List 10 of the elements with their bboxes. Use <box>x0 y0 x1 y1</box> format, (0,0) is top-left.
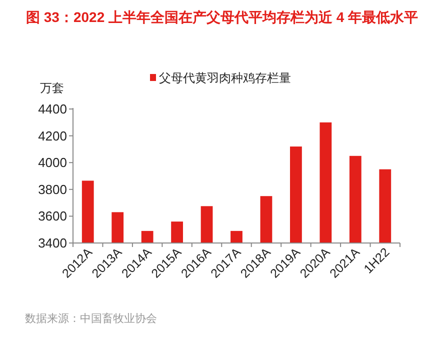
y-tick-label: 4000 <box>38 155 67 170</box>
y-tick-label: 3600 <box>38 208 67 224</box>
y-tick-label: 3800 <box>38 182 67 197</box>
source-note: 数据来源：中国畜牧业协会 <box>25 312 157 325</box>
y-tick-label: 3400 <box>38 236 67 250</box>
y-tick-label: 4400 <box>38 102 67 116</box>
chart-title: 图 33：2022 上半年全国在产父母代平均存栏为近 4 年最低水平 <box>26 9 418 25</box>
y-axis-title: 万套 <box>40 81 64 95</box>
legend-label: 父母代黄羽肉种鸡存栏量 <box>159 71 291 85</box>
y-tick-label: 4200 <box>38 128 67 144</box>
